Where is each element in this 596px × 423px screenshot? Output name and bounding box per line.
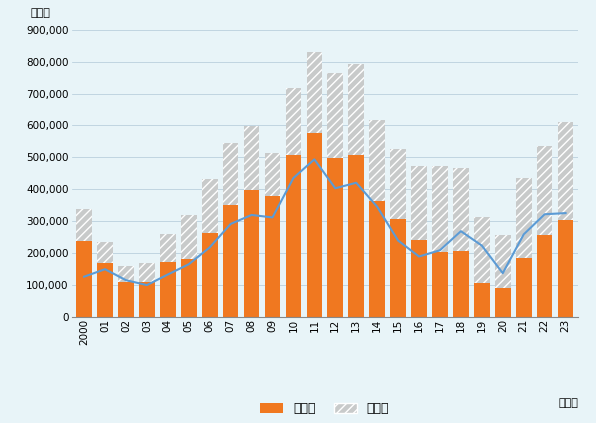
Bar xyxy=(139,282,155,317)
Bar xyxy=(327,73,343,158)
Bar xyxy=(160,234,176,262)
Bar xyxy=(432,252,448,317)
Bar xyxy=(223,205,238,317)
Bar xyxy=(370,120,385,201)
Bar xyxy=(432,166,448,252)
Bar xyxy=(516,179,532,258)
Bar xyxy=(370,201,385,317)
Bar xyxy=(474,283,490,317)
Bar xyxy=(265,153,280,196)
Bar xyxy=(202,233,218,317)
Bar xyxy=(537,146,552,235)
Bar xyxy=(558,220,573,317)
Bar xyxy=(495,288,511,317)
Bar xyxy=(244,126,259,190)
Bar xyxy=(97,242,113,263)
Bar xyxy=(390,149,406,219)
Bar xyxy=(495,235,511,288)
Bar xyxy=(516,258,532,317)
Text: （台）: （台） xyxy=(31,8,51,18)
Bar xyxy=(265,196,280,317)
Bar xyxy=(160,262,176,317)
Bar xyxy=(202,179,218,233)
Bar xyxy=(558,122,573,220)
Bar xyxy=(411,166,427,240)
Bar xyxy=(411,240,427,317)
Bar xyxy=(474,217,490,283)
Bar xyxy=(181,215,197,259)
Bar xyxy=(76,209,92,241)
Bar xyxy=(453,168,468,250)
Bar xyxy=(118,282,134,317)
Bar xyxy=(349,155,364,317)
Bar xyxy=(390,219,406,317)
Bar xyxy=(244,190,259,317)
Bar xyxy=(97,263,113,317)
Bar xyxy=(306,133,322,317)
Bar xyxy=(181,259,197,317)
Text: （年）: （年） xyxy=(558,398,578,408)
Bar xyxy=(327,158,343,317)
Legend: 乗用車, 商用車: 乗用車, 商用車 xyxy=(256,397,394,420)
Bar xyxy=(76,241,92,317)
Bar xyxy=(118,266,134,282)
Bar xyxy=(453,250,468,317)
Bar xyxy=(537,235,552,317)
Bar xyxy=(306,52,322,133)
Bar xyxy=(139,263,155,282)
Bar xyxy=(349,64,364,155)
Bar xyxy=(285,88,301,155)
Bar xyxy=(223,143,238,205)
Bar xyxy=(285,155,301,317)
